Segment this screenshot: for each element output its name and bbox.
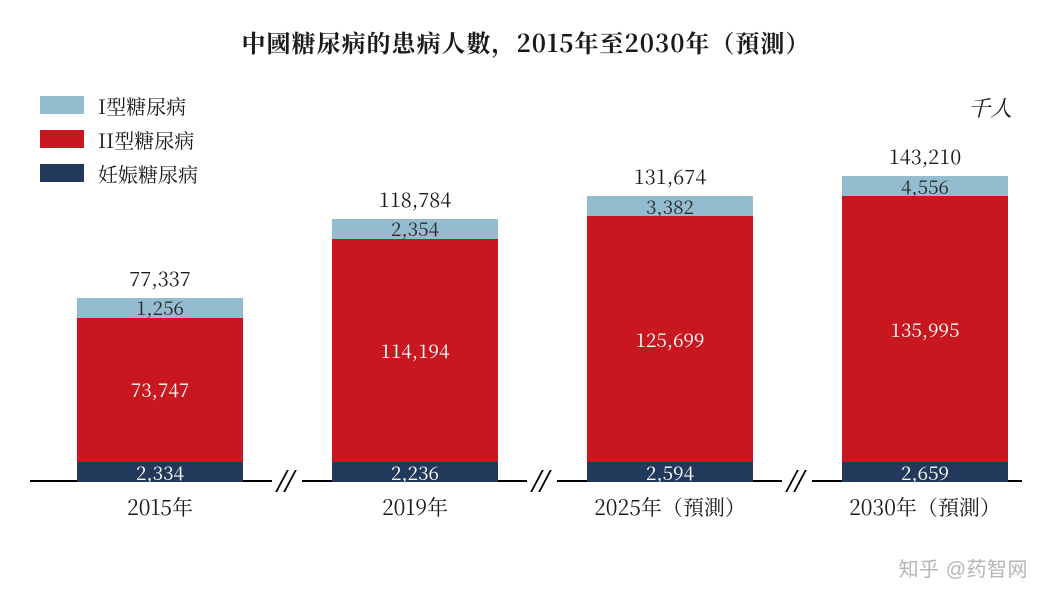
segment-value-label: 114,194 [381, 337, 450, 364]
legend-label-gestational: 妊娠糖尿病 [98, 159, 198, 188]
legend-swatch-type1 [40, 96, 84, 114]
bar-group: 2,594125,6993,382131,6742025年（預測） [587, 196, 753, 482]
segment-value-label: 73,747 [131, 376, 189, 403]
bar-segment-gestational: 2,659 [842, 462, 1008, 482]
bar-segment-type1: 1,256 [77, 298, 243, 318]
legend-item-type1: I型糖尿病 [40, 88, 198, 122]
bar-segment-type1: 4,556 [842, 176, 1008, 196]
bar-segment-type2: 114,194 [332, 239, 498, 462]
segment-value-label: 2,236 [391, 459, 439, 486]
legend-swatch-gestational [40, 164, 84, 182]
bar-total-label: 118,784 [332, 184, 498, 213]
axis-break-gap [272, 479, 302, 483]
axis-break-gap [527, 479, 557, 483]
segment-value-label: 3,382 [646, 193, 694, 220]
unit-label: 千人 [968, 92, 1012, 123]
bar-segment-type2: 135,995 [842, 196, 1008, 462]
segment-value-label: 2,334 [136, 459, 184, 486]
legend-item-gestational: 妊娠糖尿病 [40, 156, 198, 190]
segment-value-label: 1,256 [136, 294, 184, 321]
segment-value-label: 125,699 [636, 326, 705, 353]
bar-segment-gestational: 2,594 [587, 462, 753, 482]
bar-segment-type2: 125,699 [587, 216, 753, 462]
segment-value-label: 2,594 [646, 459, 694, 486]
bar-segment-type1: 2,354 [332, 219, 498, 239]
x-axis-label: 2015年 [30, 492, 290, 522]
bar-segment-gestational: 2,334 [77, 462, 243, 482]
bar-segment-gestational: 2,236 [332, 462, 498, 482]
bar-total-label: 143,210 [842, 141, 1008, 170]
bar-group: 2,33473,7471,25677,3372015年 [77, 298, 243, 482]
x-axis-label: 2025年（預測） [540, 492, 800, 522]
segment-value-label: 135,995 [891, 316, 960, 343]
legend-swatch-type2 [40, 130, 84, 148]
x-axis-label: 2019年 [285, 492, 545, 522]
legend-label-type1: I型糖尿病 [98, 91, 186, 120]
segment-value-label: 4,556 [901, 173, 949, 200]
segment-value-label: 2,659 [901, 459, 949, 486]
legend-label-type2: II型糖尿病 [98, 125, 194, 154]
bar-total-label: 77,337 [77, 263, 243, 292]
bar-group: 2,236114,1942,354118,7842019年 [332, 219, 498, 482]
legend: I型糖尿病 II型糖尿病 妊娠糖尿病 [40, 88, 198, 190]
x-axis-label: 2030年（預測） [795, 492, 1052, 522]
segment-value-label: 2,354 [391, 215, 439, 242]
bar-segment-type2: 73,747 [77, 318, 243, 462]
bar-total-label: 131,674 [587, 161, 753, 190]
axis-break-gap [782, 479, 812, 483]
bar-segment-type1: 3,382 [587, 196, 753, 216]
bar-group: 2,659135,9954,556143,2102030年（預測） [842, 176, 1008, 482]
chart-container: 中國糖尿病的患病人數，2015年至2030年（預測） 千人 I型糖尿病 II型糖… [0, 0, 1052, 602]
plot-area: 2,33473,7471,25677,3372015年2,236114,1942… [30, 200, 1022, 522]
watermark: 知乎 @药智网 [899, 553, 1028, 582]
chart-title: 中國糖尿病的患病人數，2015年至2030年（預測） [0, 24, 1052, 59]
legend-item-type2: II型糖尿病 [40, 122, 198, 156]
